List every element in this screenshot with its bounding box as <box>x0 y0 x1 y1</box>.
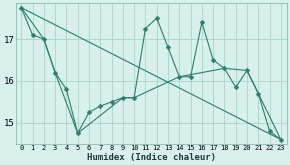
X-axis label: Humidex (Indice chaleur): Humidex (Indice chaleur) <box>87 152 215 162</box>
